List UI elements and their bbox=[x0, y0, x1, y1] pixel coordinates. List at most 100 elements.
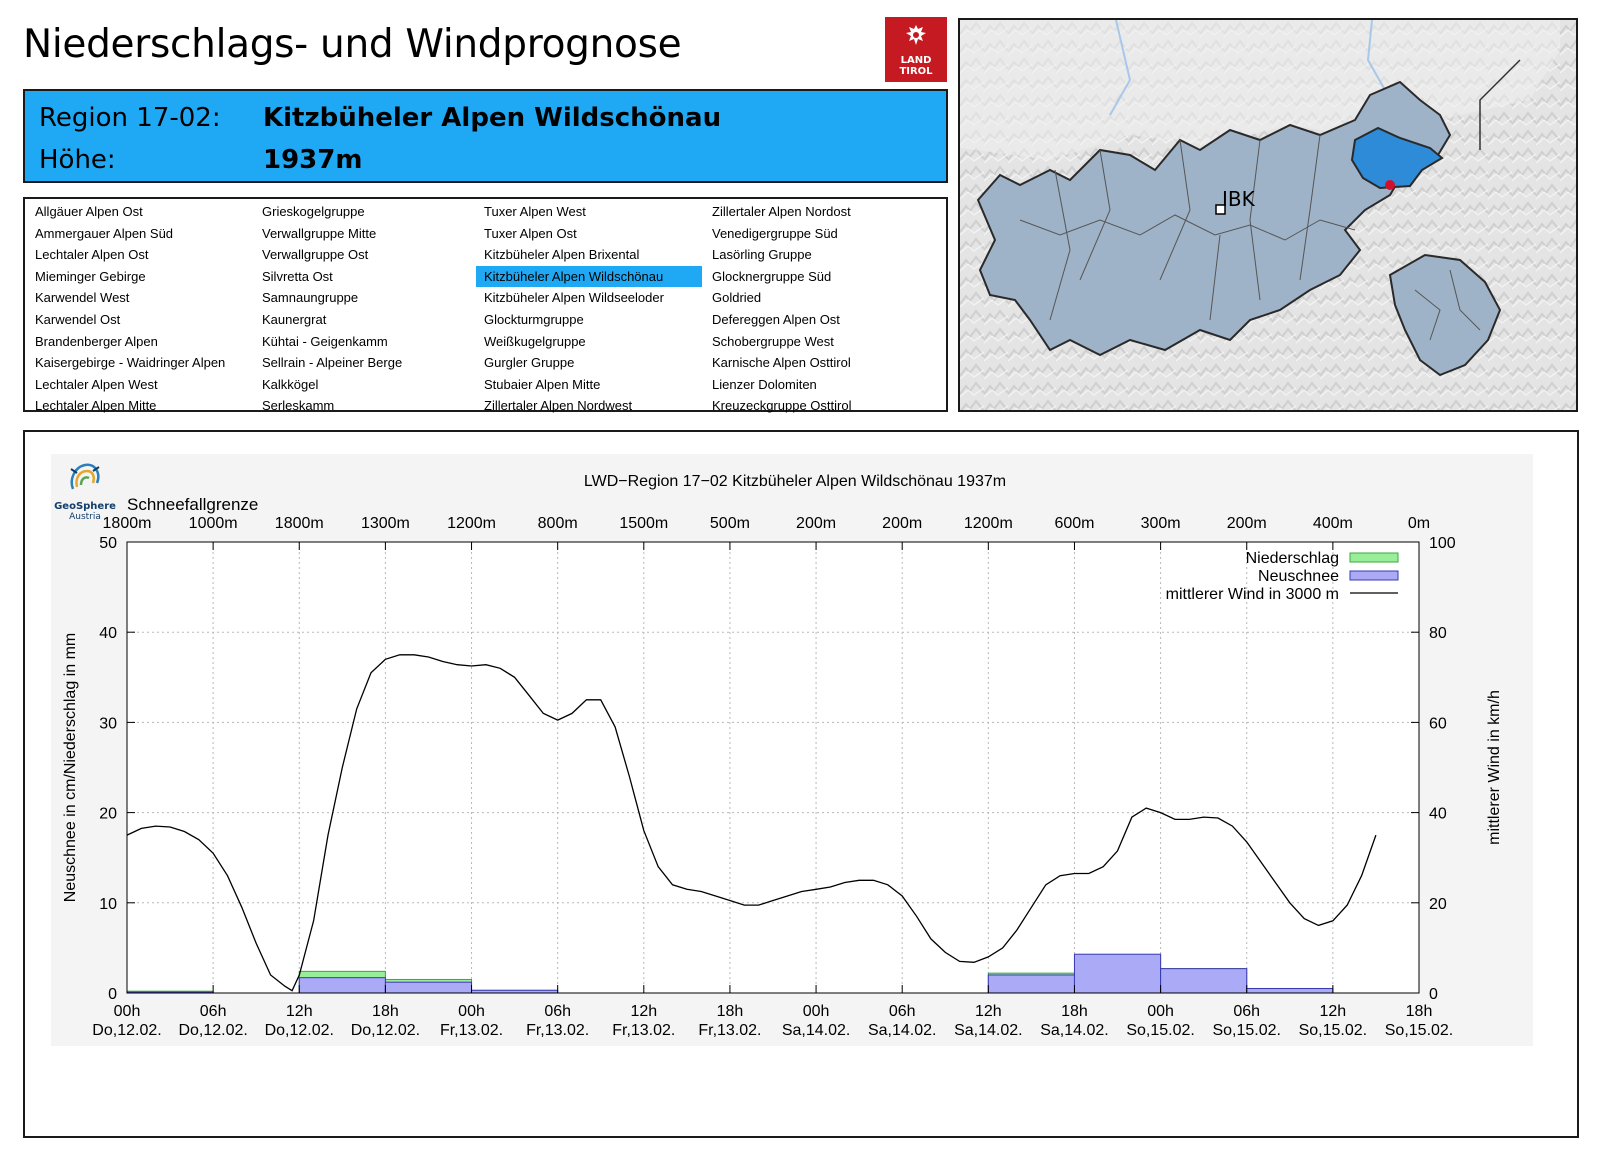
logo-text-tirol: TIROL bbox=[899, 66, 933, 77]
y2-tick-label: 100 bbox=[1429, 535, 1456, 552]
region-label: Region 17-02: bbox=[39, 103, 221, 133]
snowline-label: 1800m bbox=[275, 515, 324, 532]
x-tick-date: So,15.02. bbox=[1299, 1022, 1368, 1039]
neuschnee-bar bbox=[1246, 987, 1334, 994]
region-list-item[interactable]: Defereggen Alpen Ost bbox=[712, 312, 840, 327]
y2-tick-label: 0 bbox=[1429, 986, 1438, 1003]
map-city-marker bbox=[1215, 204, 1226, 215]
region-list-item[interactable]: Lasörling Gruppe bbox=[712, 247, 812, 263]
region-list-item[interactable]: Karwendel West bbox=[35, 290, 130, 306]
region-list-item[interactable]: Kitzbüheler Alpen Brixental bbox=[484, 247, 640, 263]
region-list-item[interactable]: Tuxer Alpen West bbox=[484, 204, 586, 219]
region-list-item[interactable]: Verwallgruppe Mitte bbox=[262, 225, 377, 241]
region-list-item[interactable]: Goldried bbox=[712, 290, 762, 306]
region-list-item[interactable]: Allgäuer Alpen Ost bbox=[35, 204, 143, 219]
chart-title: LWD−Region 17−02 Kitzbüheler Alpen Wilds… bbox=[584, 473, 1006, 490]
region-list-item[interactable]: Kalkkögel bbox=[262, 376, 319, 392]
region-list-item[interactable]: Lechtaler Alpen Ost bbox=[35, 247, 149, 263]
region-list-item[interactable]: Lienzer Dolomiten bbox=[712, 376, 817, 392]
region-list-item[interactable]: Brandenberger Alpen bbox=[35, 333, 158, 349]
region-list-item[interactable]: Samnaungruppe bbox=[262, 290, 359, 306]
region-list-item[interactable]: Venedigergruppe Süd bbox=[712, 225, 838, 241]
y2-tick-label: 80 bbox=[1429, 625, 1447, 642]
x-tick-time: 12h bbox=[630, 1003, 657, 1020]
legend-label: Niederschlag bbox=[1246, 550, 1339, 567]
region-list-item[interactable]: Stubaier Alpen Mitte bbox=[484, 376, 601, 392]
region-list-item[interactable]: Glocknergruppe Süd bbox=[712, 268, 832, 284]
region-list-item[interactable]: Kaunergrat bbox=[262, 312, 327, 327]
x-tick-time: 18h bbox=[372, 1003, 399, 1020]
snowline-label: 400m bbox=[1313, 515, 1353, 532]
region-list-item[interactable]: Kreuzeckgruppe Osttirol bbox=[712, 398, 852, 414]
region-list-item[interactable]: Weißkugelgruppe bbox=[484, 333, 586, 349]
x-tick-time: 06h bbox=[1233, 1003, 1260, 1020]
region-list-item[interactable]: Tuxer Alpen Ost bbox=[484, 225, 577, 241]
wind-line bbox=[126, 654, 1377, 992]
snowline-label: 200m bbox=[1227, 515, 1267, 532]
region-list-item[interactable]: Kitzbüheler Alpen Wildschönau bbox=[476, 265, 702, 287]
region-list-item[interactable]: Lechtaler Alpen Mitte bbox=[35, 398, 157, 414]
geosphere-logo-icon bbox=[70, 463, 100, 490]
region-height: 1937m bbox=[263, 145, 363, 175]
region-list-item[interactable]: Silvretta Ost bbox=[262, 268, 333, 284]
page-title: Niederschlags- und Windprognose bbox=[23, 22, 682, 67]
y-tick-label: 40 bbox=[99, 625, 117, 642]
region-list-item[interactable]: Mieminger Gebirge bbox=[35, 268, 146, 284]
region-list-item[interactable]: Lechtaler Alpen West bbox=[35, 376, 158, 392]
region-list-item[interactable]: Kitzbüheler Alpen Wildseeloder bbox=[484, 290, 664, 306]
region-list-item[interactable]: Sellrain - Alpeiner Berge bbox=[262, 355, 403, 371]
snowline-label: 500m bbox=[710, 515, 750, 532]
geosphere-sub: Austria bbox=[69, 512, 101, 522]
region-list-item[interactable]: Kaisergebirge - Waidringer Alpen bbox=[35, 355, 226, 371]
x-tick-date: Do,12.02. bbox=[351, 1022, 420, 1039]
x-tick-date: Sa,14.02. bbox=[782, 1022, 851, 1039]
legend-swatch-neuschnee bbox=[1349, 570, 1399, 581]
x-tick-date: Sa,14.02. bbox=[954, 1022, 1023, 1039]
snowline-label: 1300m bbox=[361, 515, 410, 532]
y-tick-label: 30 bbox=[99, 715, 117, 732]
map-region-marker bbox=[1385, 180, 1395, 190]
y2-tick-label: 60 bbox=[1429, 715, 1447, 732]
region-list-item[interactable]: Karwendel Ost bbox=[35, 312, 121, 327]
snowline-label: 0m bbox=[1408, 515, 1430, 532]
x-tick-date: Do,12.02. bbox=[178, 1022, 247, 1039]
x-tick-time: 12h bbox=[286, 1003, 313, 1020]
land-tirol-logo: LAND TIROL bbox=[885, 17, 947, 82]
x-tick-time: 12h bbox=[975, 1003, 1002, 1020]
snowline-label: 1800m bbox=[103, 515, 152, 532]
region-list-item[interactable]: Karnische Alpen Osttirol bbox=[712, 355, 851, 371]
region-name: Kitzbüheler Alpen Wildschönau bbox=[263, 103, 722, 133]
region-list: Allgäuer Alpen Ost Ammergauer Alpen Süd Le… bbox=[23, 197, 948, 413]
y-tick-label: 10 bbox=[99, 896, 117, 913]
x-tick-date: Fr,13.02. bbox=[612, 1022, 675, 1039]
x-tick-date: Fr,13.02. bbox=[526, 1022, 589, 1039]
x-tick-time: 18h bbox=[717, 1003, 744, 1020]
snowline-label: 200m bbox=[796, 515, 836, 532]
region-list-item[interactable]: Schobergruppe West bbox=[712, 333, 834, 349]
region-list-item[interactable]: Glockturmgruppe bbox=[484, 312, 584, 327]
region-list-item[interactable]: Verwallgruppe Ost bbox=[262, 247, 369, 263]
snowline-title: Schneefallgrenze bbox=[127, 495, 258, 514]
region-list-item[interactable]: Ammergauer Alpen Süd bbox=[35, 225, 174, 241]
region-list-item[interactable]: Zillertaler Alpen Nordost bbox=[712, 204, 851, 219]
x-tick-time: 00h bbox=[114, 1003, 141, 1020]
region-map[interactable]: IBK bbox=[958, 18, 1578, 412]
map-region-borders bbox=[1049, 134, 1321, 321]
x-tick-time: 06h bbox=[200, 1003, 227, 1020]
region-list-item[interactable]: Serleskamm bbox=[262, 398, 335, 414]
x-tick-date: So,15.02. bbox=[1212, 1022, 1281, 1039]
x-tick-time: 06h bbox=[889, 1003, 916, 1020]
neuschnee-bar bbox=[384, 981, 473, 994]
x-tick-date: Sa,14.02. bbox=[1040, 1022, 1109, 1039]
map-river bbox=[1366, 20, 1386, 91]
region-list-item[interactable]: Gurgler Gruppe bbox=[484, 355, 575, 371]
y-tick-label: 20 bbox=[99, 806, 117, 823]
plot-frame bbox=[126, 541, 1420, 994]
x-tick-time: 18h bbox=[1061, 1003, 1088, 1020]
snowline-label: 600m bbox=[1054, 515, 1094, 532]
region-list-item[interactable]: Kühtai - Geigenkamm bbox=[262, 333, 388, 349]
region-list-item[interactable]: Zillertaler Alpen Nordwest bbox=[484, 398, 633, 414]
region-list-item[interactable]: Grieskogelgruppe bbox=[262, 204, 365, 219]
snowline-label: 800m bbox=[538, 515, 578, 532]
x-tick-time: 18h bbox=[1406, 1003, 1433, 1020]
